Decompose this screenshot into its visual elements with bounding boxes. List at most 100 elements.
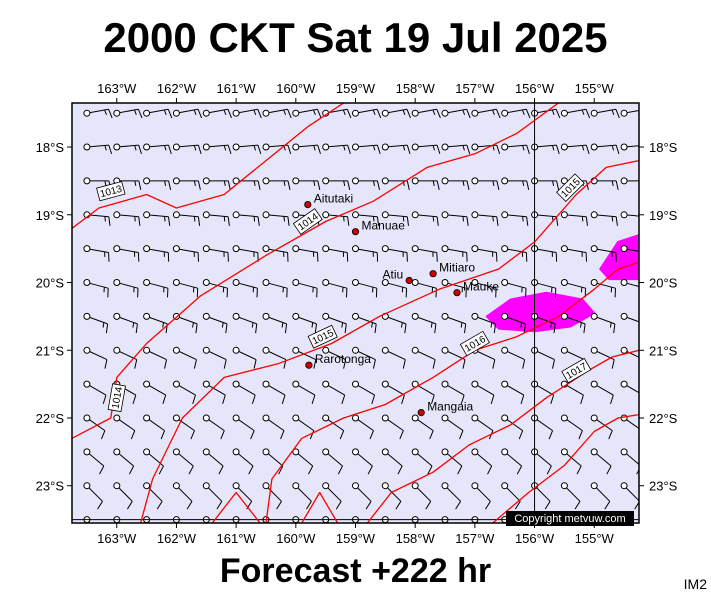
wind-barb bbox=[113, 211, 141, 226]
wind-barb bbox=[471, 245, 498, 262]
wind-barb-station bbox=[352, 143, 359, 151]
wind-barb-feather bbox=[514, 501, 521, 510]
wind-barb-feather bbox=[552, 359, 555, 369]
wind-barb bbox=[83, 414, 106, 440]
wind-barb bbox=[441, 482, 462, 510]
wind-barb-shaft bbox=[119, 282, 139, 289]
wind-barb bbox=[471, 108, 501, 119]
wind-barb-feather bbox=[642, 360, 644, 369]
wind-barb-shaft bbox=[178, 487, 193, 502]
wind-barb bbox=[143, 448, 164, 475]
wind-barb-shaft bbox=[537, 248, 557, 253]
wind-barb-station bbox=[620, 279, 628, 286]
wind-barb bbox=[172, 143, 202, 155]
wind-barb bbox=[501, 414, 524, 440]
wind-barb-shaft bbox=[477, 351, 496, 361]
wind-barb-shaft bbox=[566, 351, 585, 361]
wind-barb-station bbox=[322, 380, 330, 388]
wind-barb bbox=[322, 448, 343, 475]
wind-barb-feather bbox=[496, 144, 501, 155]
wind-barb-station bbox=[411, 414, 419, 422]
wind-barb-feather bbox=[633, 537, 639, 544]
wind-barb-shaft bbox=[239, 214, 259, 218]
wind-barb-half-feather bbox=[163, 109, 167, 115]
town-dot bbox=[351, 228, 360, 236]
wind-barb-shaft bbox=[566, 453, 582, 467]
wind-barb-station bbox=[202, 482, 210, 490]
wind-barb-station bbox=[292, 143, 300, 151]
wind-barb-shaft bbox=[237, 487, 253, 502]
wind-barb-half-feather bbox=[492, 216, 494, 222]
wind-barb bbox=[471, 177, 500, 191]
wind-barb-shaft bbox=[178, 419, 195, 432]
lon-label-bottom: 156°W bbox=[515, 531, 555, 546]
wind-barb bbox=[232, 482, 253, 510]
wind-barb-feather bbox=[220, 430, 225, 440]
wind-barb-station bbox=[560, 279, 568, 286]
wind-barb-station bbox=[352, 482, 359, 490]
lat-label-left: 21°S bbox=[36, 343, 65, 358]
wind-barb-station bbox=[501, 211, 509, 219]
wind-barb-half-feather bbox=[193, 216, 196, 222]
wind-barb-shaft bbox=[148, 385, 166, 396]
wind-barb-shaft bbox=[596, 316, 616, 325]
wind-barb-feather bbox=[138, 216, 141, 226]
wind-barb bbox=[501, 177, 530, 191]
wind-barb-feather bbox=[553, 323, 556, 334]
wind-barb bbox=[172, 380, 196, 405]
wind-barb-station bbox=[411, 482, 419, 490]
wind-barb-feather bbox=[466, 109, 471, 119]
wind-barb-feather bbox=[466, 216, 469, 226]
wind-barb bbox=[232, 312, 258, 334]
wind-barb-feather bbox=[611, 359, 615, 369]
wind-barb bbox=[352, 448, 373, 475]
town-marker: Mauke bbox=[453, 280, 499, 297]
wind-barb-shaft bbox=[268, 248, 288, 253]
wind-barb-shaft bbox=[536, 419, 553, 432]
wind-barb-half-feather bbox=[193, 180, 196, 186]
lat-label-left: 22°S bbox=[36, 411, 65, 426]
wind-barb-feather bbox=[436, 180, 440, 191]
wind-barb-station bbox=[352, 109, 359, 117]
wind-barb-station bbox=[83, 482, 91, 490]
wind-barb-station bbox=[262, 380, 270, 388]
wind-barb bbox=[381, 482, 402, 510]
wind-barb bbox=[560, 482, 581, 510]
wind-barb-feather bbox=[432, 359, 436, 369]
wind-barb bbox=[292, 177, 321, 191]
wind-barb-station bbox=[501, 346, 509, 354]
wind-barb-station bbox=[202, 414, 210, 422]
wind-barb-half-feather bbox=[402, 109, 406, 115]
wind-barb bbox=[232, 143, 262, 155]
wind-barb-half-feather bbox=[164, 145, 167, 151]
wind-barb-station bbox=[471, 448, 479, 456]
wind-barb bbox=[262, 312, 288, 334]
isobar-line bbox=[265, 261, 639, 523]
wind-barb-feather bbox=[192, 394, 196, 405]
wind-barb-half-feather bbox=[311, 322, 314, 328]
wind-barb-station bbox=[560, 482, 568, 490]
wind-barb-shaft bbox=[447, 108, 467, 114]
rain-layer bbox=[485, 234, 639, 333]
wind-barb-feather bbox=[313, 359, 317, 369]
wind-barb-feather bbox=[371, 394, 376, 405]
wind-barb bbox=[172, 414, 195, 440]
wind-barb-shaft bbox=[507, 248, 527, 253]
lat-label-right: 20°S bbox=[649, 276, 678, 291]
wind-barb-station bbox=[172, 482, 180, 490]
wind-barb-shaft bbox=[239, 248, 258, 253]
wind-barb-shaft bbox=[268, 282, 288, 289]
wind-barb bbox=[441, 279, 467, 298]
wind-barb bbox=[411, 177, 440, 191]
wind-barb-shaft bbox=[536, 453, 552, 467]
lat-label-right: 23°S bbox=[649, 479, 678, 494]
wind-barb bbox=[232, 211, 260, 226]
wind-barb-half-feather bbox=[313, 145, 316, 151]
wind-barb-half-feather bbox=[223, 216, 226, 222]
wind-barb-half-feather bbox=[253, 216, 256, 222]
wind-barb-station bbox=[352, 312, 359, 320]
wind-barb-station bbox=[143, 346, 151, 354]
wind-barb-station bbox=[381, 346, 389, 354]
wind-barb-feather bbox=[156, 501, 163, 510]
wind-barb bbox=[352, 380, 376, 405]
